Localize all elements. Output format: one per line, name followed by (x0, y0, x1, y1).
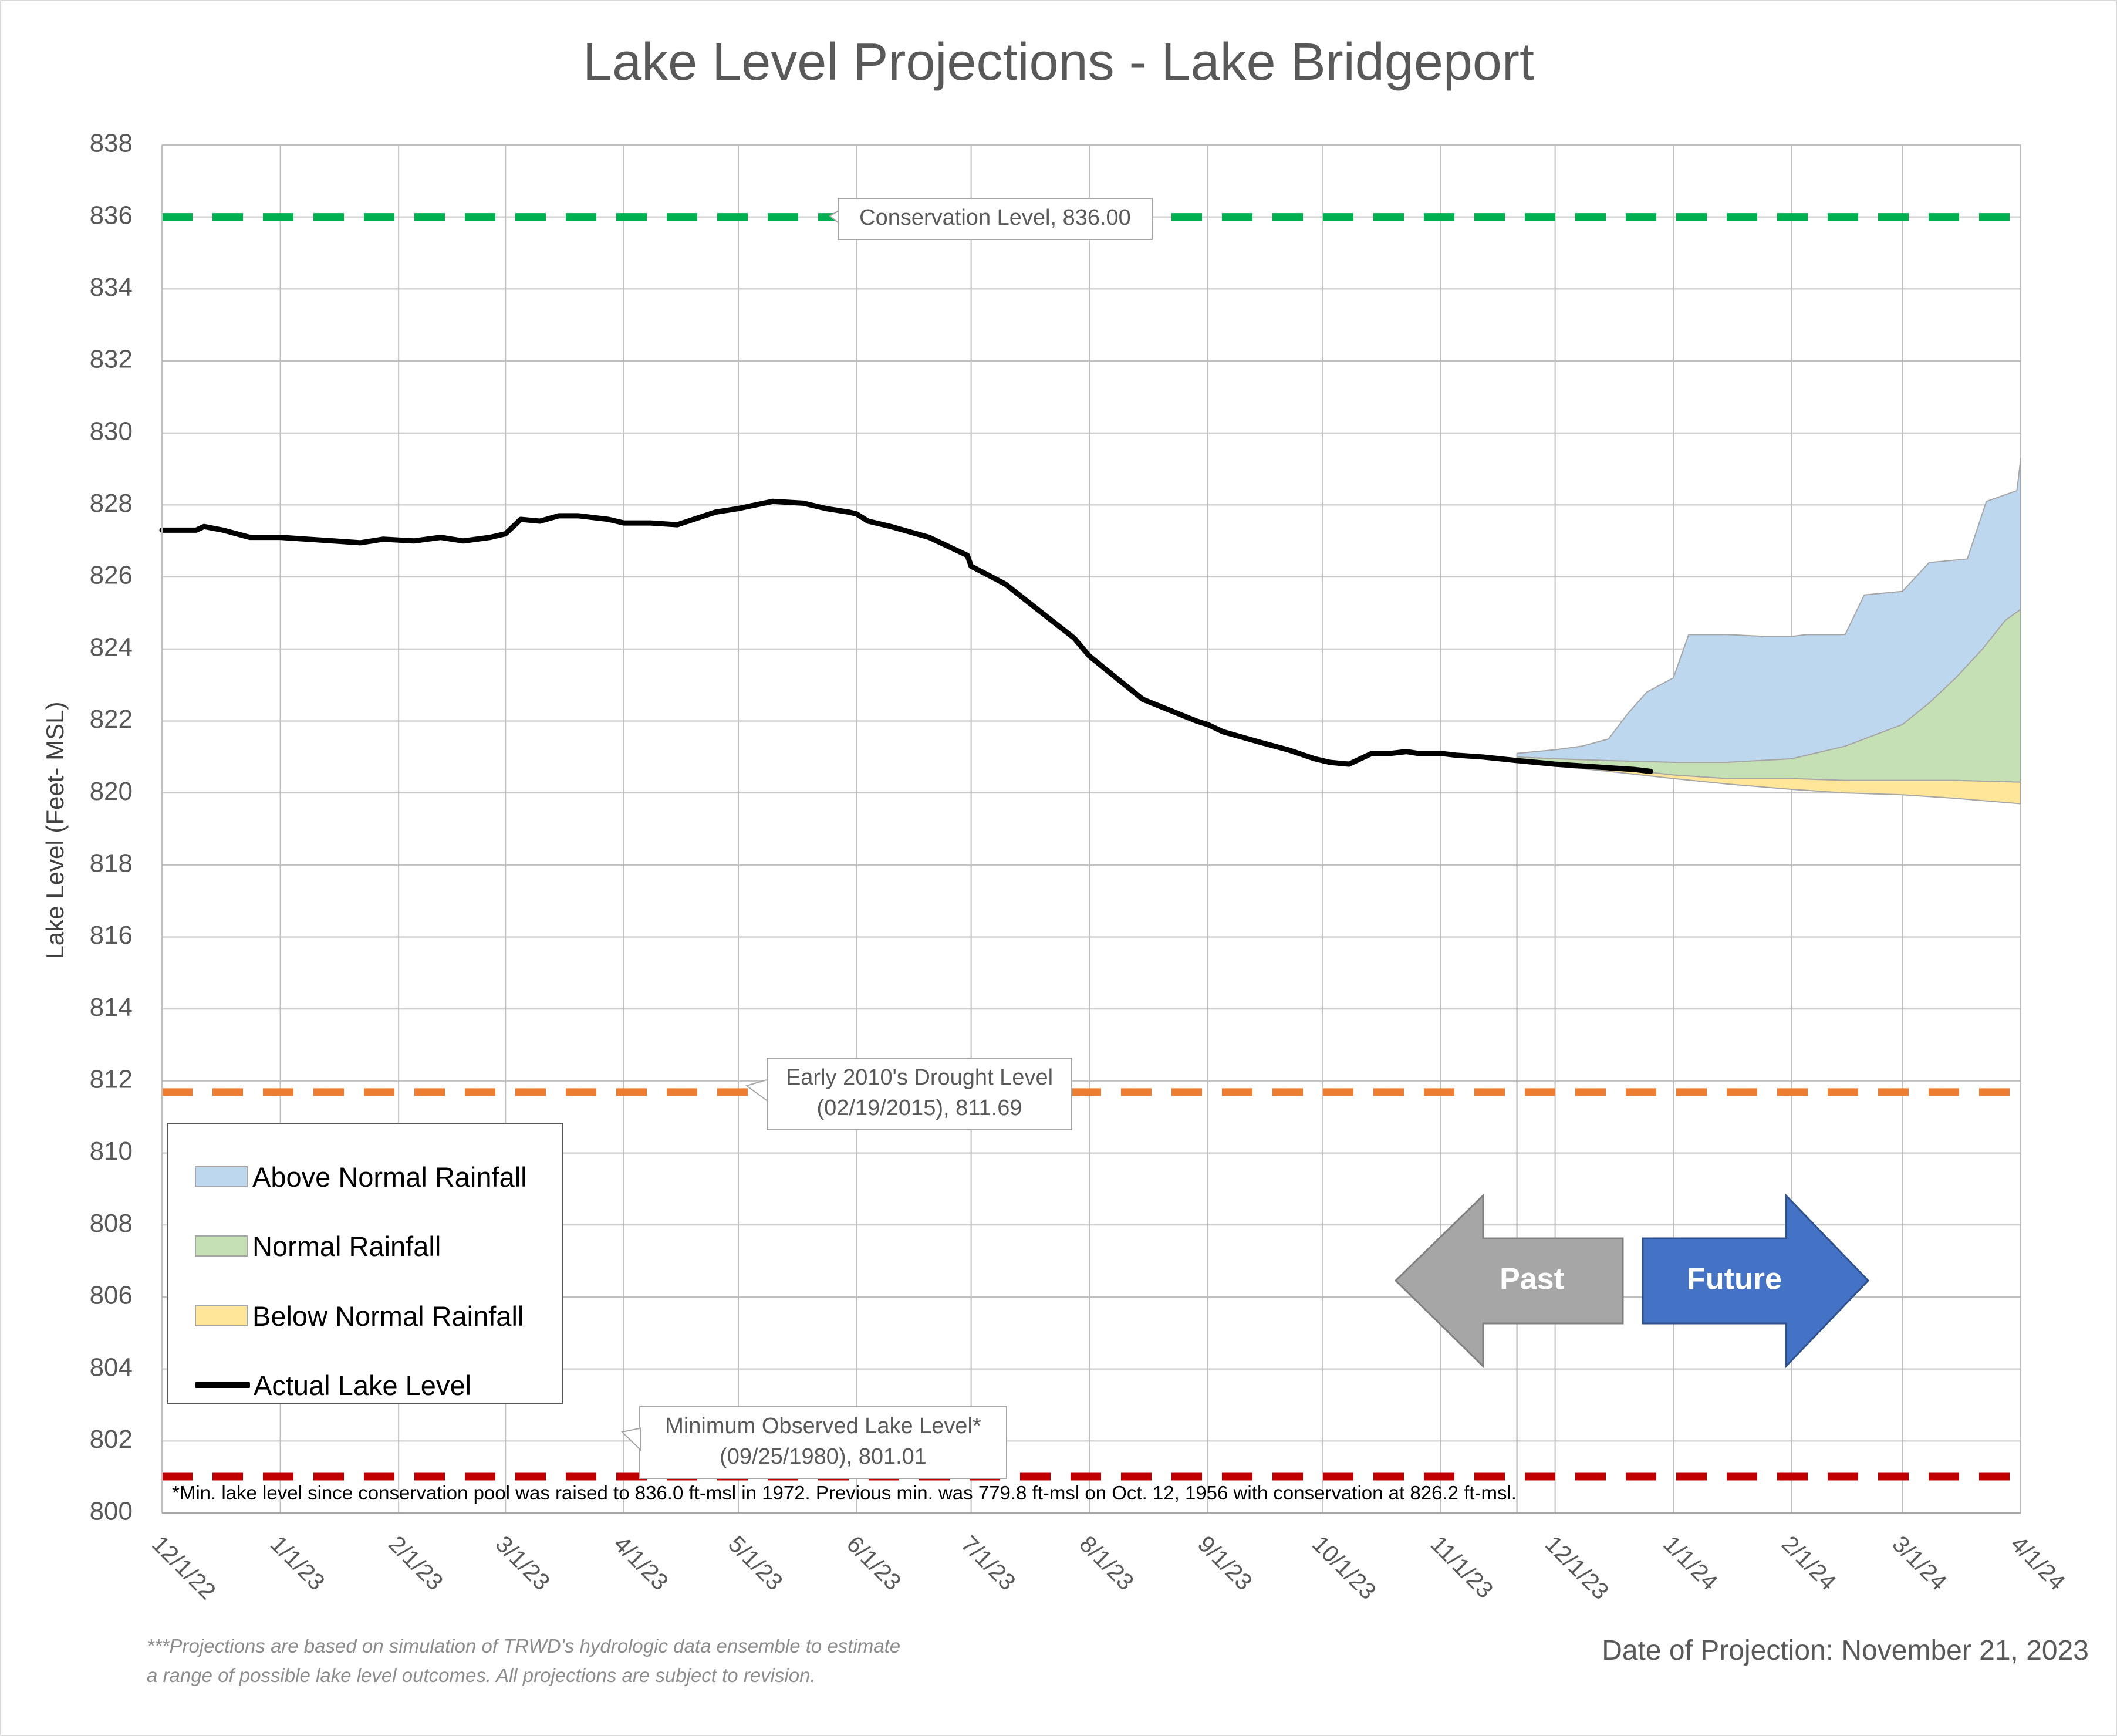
axes (161, 145, 2021, 1514)
y-tick-label: 816 (90, 921, 133, 950)
area-below-normal (1516, 759, 2021, 805)
y-tick-label: 814 (90, 993, 133, 1022)
minimum-label: Minimum Observed Lake Level* (09/25/1980)… (620, 1406, 1007, 1479)
drought-label: Early 2010's Drought Level (02/19/2015), … (745, 1058, 1072, 1130)
past-arrow (1394, 1193, 1624, 1369)
legend-item-above-normal: Above Normal Rainfall (195, 1159, 527, 1194)
minimum-label-text: Minimum Observed Lake Level* (665, 1414, 981, 1438)
x-tick-label: 7/1/23 (956, 1531, 1021, 1596)
legend-label: Below Normal Rainfall (252, 1300, 524, 1332)
future-arrow (1642, 1193, 1870, 1369)
projection-areas (1516, 457, 2021, 805)
drought-label-pointer (745, 1079, 768, 1103)
x-tick-label: 10/1/23 (1307, 1531, 1380, 1605)
y-tick-label: 836 (90, 201, 133, 229)
y-tick-label: 834 (90, 273, 133, 302)
legend-label: Normal Rainfall (252, 1230, 441, 1262)
y-tick-label: 830 (90, 417, 133, 445)
projection-date: Date of Projection: November 21, 2023 (1602, 1635, 2089, 1666)
x-tick-label: 1/1/24 (1658, 1531, 1723, 1596)
actual-lake-level-line (159, 498, 1653, 774)
x-tick-label: 5/1/23 (723, 1531, 788, 1596)
y-tick-label: 824 (90, 633, 133, 661)
y-tick-label: 812 (90, 1065, 133, 1094)
conservation-label-text: Conservation Level, 836.00 (859, 205, 1131, 230)
conservation-label-pointer (829, 210, 839, 225)
drought-label-text: (02/19/2015), 811.69 (816, 1096, 1022, 1120)
y-tick-label: 826 (90, 561, 133, 590)
y-tick-label: 828 (90, 489, 133, 518)
y-tick-label: 818 (90, 849, 133, 877)
minimum-level-note: *Min. lake level since conservation pool… (172, 1482, 1517, 1504)
x-tick-label: 2/1/23 (383, 1531, 448, 1596)
actual-level-line (159, 498, 1653, 774)
legend-item-actual-level: Actual Lake Level (195, 1367, 471, 1403)
minimum-label-text: (09/25/1980), 801.01 (720, 1444, 927, 1469)
legend: Above Normal Rainfall Normal Rainfall Be… (167, 1123, 563, 1404)
drought-label-box (767, 1058, 1072, 1130)
legend-swatch-below-normal (195, 1305, 248, 1326)
x-tick-label: 12/1/23 (1540, 1531, 1613, 1605)
x-tick-label: 9/1/23 (1193, 1531, 1257, 1596)
y-tick-label: 838 (90, 129, 133, 158)
legend-item-normal: Normal Rainfall (195, 1228, 441, 1264)
conservation-label: Conservation Level, 836.00 (829, 198, 1153, 240)
y-tick-label: 800 (90, 1497, 133, 1526)
chart-title: Lake Level Projections - Lake Bridgeport (583, 33, 1534, 92)
y-tick-label: 820 (90, 777, 133, 806)
y-tick-label: 804 (90, 1353, 133, 1382)
x-tick-label: 1/1/23 (265, 1531, 330, 1596)
x-tick-label: 3/1/24 (1888, 1531, 1952, 1596)
legend-item-below-normal: Below Normal Rainfall (195, 1298, 524, 1333)
past-arrow-label: Past (1500, 1262, 1564, 1296)
legend-swatch-normal (195, 1235, 248, 1257)
future-arrow-label: Future (1687, 1262, 1782, 1296)
y-tick-label: 802 (90, 1425, 133, 1454)
legend-line-actual-level (195, 1382, 250, 1388)
legend-swatch-above-normal (195, 1166, 248, 1187)
y-tick-label: 822 (90, 705, 133, 734)
x-tick-label: 4/1/23 (609, 1531, 673, 1596)
minimum-label-pointer (620, 1427, 641, 1451)
y-tick-label: 808 (90, 1209, 133, 1238)
x-tick-label: 8/1/23 (1074, 1531, 1139, 1596)
x-tick-label: 6/1/23 (842, 1531, 906, 1596)
x-tick-label: 11/1/23 (1426, 1531, 1498, 1603)
legend-label: Actual Lake Level (254, 1369, 472, 1401)
reference-line-labels: Conservation Level, 836.00 Early 2010's D… (620, 198, 1153, 1479)
drought-label-text: Early 2010's Drought Level (786, 1065, 1053, 1090)
past-future-arrows: Past Future (1394, 1193, 1870, 1369)
footnote-line: ***Projections are based on simulation o… (147, 1635, 901, 1657)
x-tick-label: 3/1/23 (490, 1531, 555, 1596)
x-tick-label: 2/1/24 (1777, 1531, 1841, 1596)
footnote: ***Projections are based on simulation o… (147, 1632, 1144, 1690)
legend-label: Above Normal Rainfall (252, 1161, 527, 1193)
x-tick-label: 4/1/24 (2005, 1531, 2070, 1596)
conservation-label-box (838, 198, 1153, 240)
y-tick-label: 810 (90, 1137, 133, 1166)
y-tick-label: 806 (90, 1281, 133, 1310)
footnote-line: a range of possible lake level outcomes.… (147, 1664, 816, 1686)
x-tick-label: 12/1/22 (147, 1531, 220, 1605)
y-tick-label: 832 (90, 345, 133, 374)
y-axis-label: Lake Level (Feet- MSL) (41, 702, 69, 960)
